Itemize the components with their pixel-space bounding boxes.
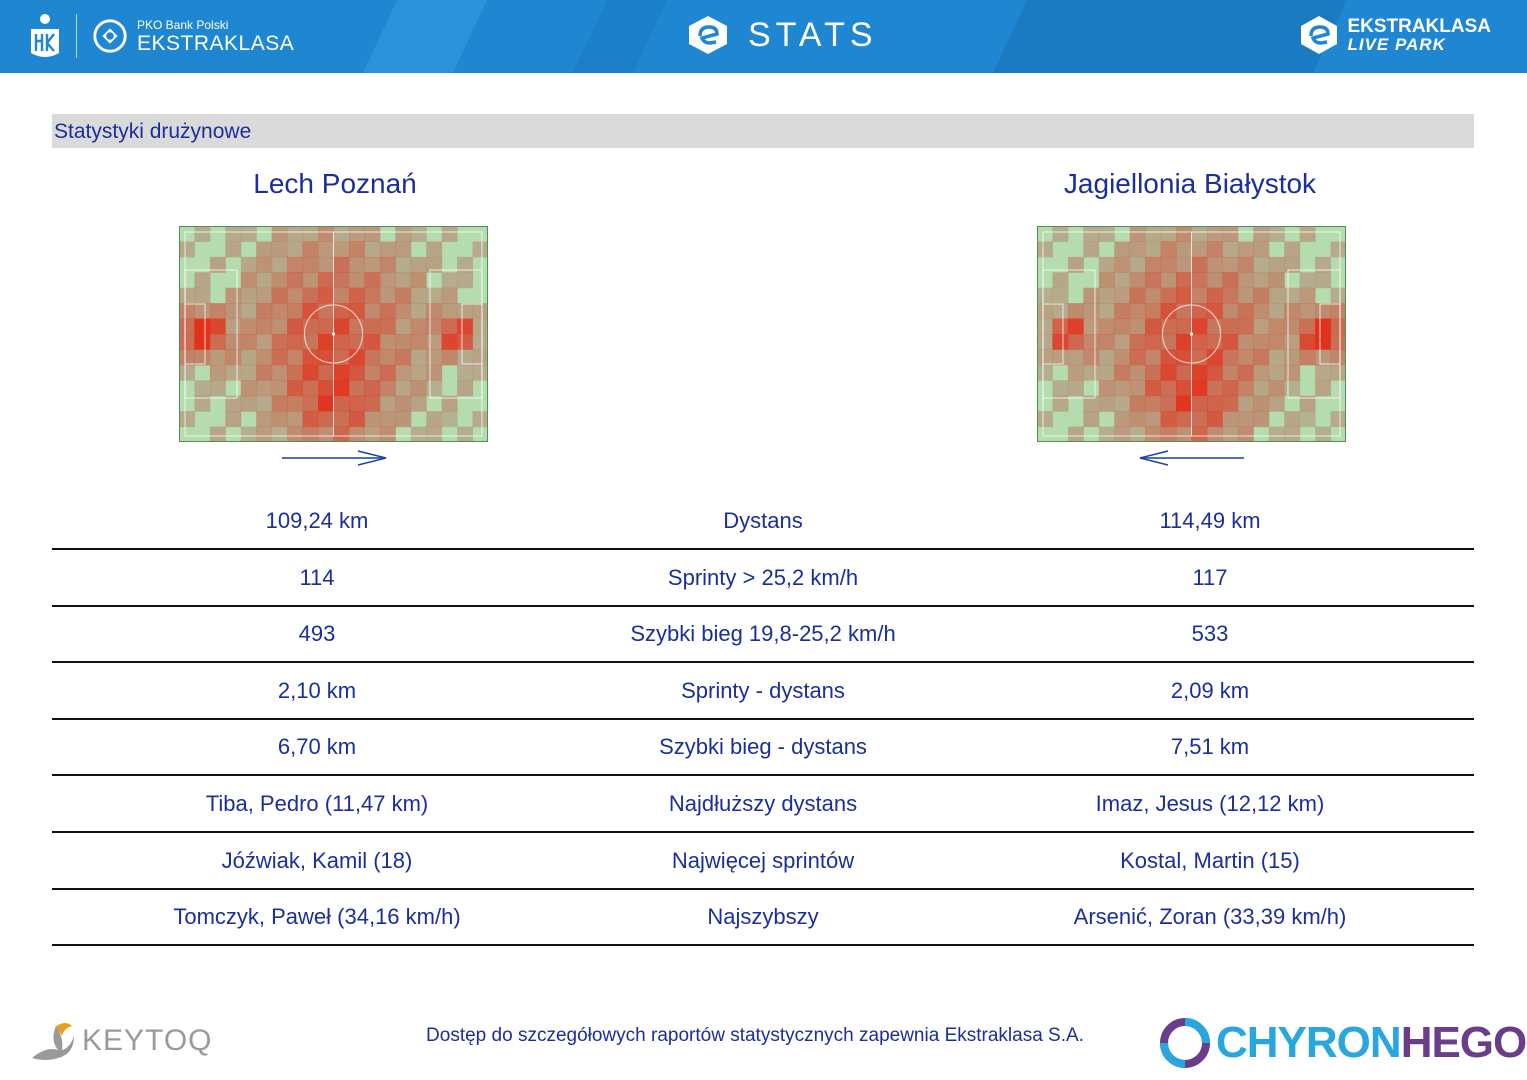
stat-row: 114 Sprinty > 25,2 km/h 117: [52, 551, 1474, 607]
ekstraklasa-e-icon: [689, 16, 727, 54]
home-stat-value: 2,10 km: [277, 677, 357, 703]
away-team-name: Jagiellonia Białystok: [1063, 168, 1317, 199]
home-team-name: Lech Poznań: [253, 168, 417, 199]
away-stat-value: Arsenić, Zoran (33,39 km/h): [1073, 904, 1347, 930]
stat-label: Najwięcej sprintów: [671, 847, 855, 873]
away-stat-value: Imaz, Jesus (12,12 km): [1095, 790, 1325, 816]
home-heatmap: [179, 226, 488, 442]
away-attack-direction-arrow: [1139, 450, 1244, 466]
keytoq-logo[interactable]: KEYTOQ: [28, 1016, 212, 1066]
stat-label: Szybki bieg - dystans: [659, 734, 867, 760]
away-stat-value: 7,51 km: [1170, 734, 1250, 760]
stat-label: Sprinty > 25,2 km/h: [667, 564, 859, 590]
away-stat-value: Kostal, Martin (15): [1120, 847, 1300, 873]
home-stat-value: Tiba, Pedro (11,47 km): [205, 790, 429, 816]
stat-row: Tiba, Pedro (11,47 km) Najdłuższy dystan…: [52, 777, 1474, 833]
away-stat-value: 2,09 km: [1170, 677, 1250, 703]
stat-label: Sprinty - dystans: [681, 677, 845, 703]
stat-label: Najdłuższy dystans: [668, 790, 858, 816]
team-stats-table: 109,24 km Dystans 114,49 km 114 Sprinty …: [52, 494, 1474, 947]
footer-note: Dostęp do szczegółowych raportów statyst…: [426, 1025, 1084, 1046]
away-heatmap: [1037, 226, 1346, 442]
home-stat-value: 109,24 km: [265, 508, 369, 533]
live-park-e-icon: [1301, 16, 1338, 54]
away-stat-value: 114,49 km: [1159, 508, 1261, 533]
chyronhego-swirl-icon: [1160, 1018, 1210, 1068]
ekstraklasa-ball-icon: [93, 19, 127, 53]
keytoq-wordmark: KEYTOQ: [82, 1024, 213, 1057]
section-bar: Statystyki drużynowe: [52, 114, 1474, 148]
hego-wordmark: HEGO: [1400, 1018, 1527, 1067]
stat-row: 109,24 km Dystans 114,49 km: [52, 494, 1474, 550]
home-stat-value: Jóźwiak, Kamil (18): [221, 847, 413, 873]
home-stat-value: 114: [299, 564, 335, 590]
stats-heading: STATS: [748, 15, 878, 54]
stat-row: Jóźwiak, Kamil (18) Najwięcej sprintów K…: [52, 834, 1474, 890]
stat-row: 2,10 km Sprinty - dystans 2,09 km: [52, 664, 1474, 720]
home-stat-value: 6,70 km: [277, 734, 357, 760]
keytoq-bird-icon: [32, 1023, 74, 1060]
live-park-line1: EKSTRAKLASA: [1347, 16, 1491, 37]
header-bar: PKO Bank Polski EKSTRAKLASA STATS EKSTRA…: [0, 0, 1527, 73]
live-park-logo[interactable]: EKSTRAKLASA LIVE PARK: [1299, 14, 1491, 56]
section-title: Statystyki drużynowe: [54, 120, 252, 143]
stats-title: STATS: [686, 14, 878, 56]
live-park-line2: LIVE PARK: [1347, 35, 1446, 54]
brand-big-text: EKSTRAKLASA: [137, 31, 295, 55]
brand-small-text: PKO Bank Polski: [137, 17, 229, 32]
stat-row: 6,70 km Szybki bieg - dystans 7,51 km: [52, 720, 1474, 777]
chyron-wordmark: CHYRON: [1216, 1018, 1402, 1067]
pko-ekstraklasa-logo[interactable]: PKO Bank Polski EKSTRAKLASA: [28, 10, 294, 62]
pko-bank-icon: [31, 14, 59, 57]
away-stat-value: 533: [1191, 621, 1229, 647]
stat-label: Dystans: [723, 508, 803, 533]
home-stat-value: Tomczyk, Paweł (34,16 km/h): [173, 904, 461, 930]
home-stat-value: 493: [298, 621, 336, 647]
away-stat-value: 117: [1192, 564, 1228, 590]
stat-label: Szybki bieg 19,8-25,2 km/h: [630, 621, 896, 647]
chyronhego-logo[interactable]: CHYRONHEGO: [1158, 1016, 1527, 1070]
stat-label: Najszybszy: [707, 904, 819, 930]
stat-row: Tomczyk, Paweł (34,16 km/h) Najszybszy A…: [52, 890, 1474, 947]
stat-row: 493 Szybki bieg 19,8-25,2 km/h 533: [52, 607, 1474, 664]
home-attack-direction-arrow: [282, 450, 387, 466]
